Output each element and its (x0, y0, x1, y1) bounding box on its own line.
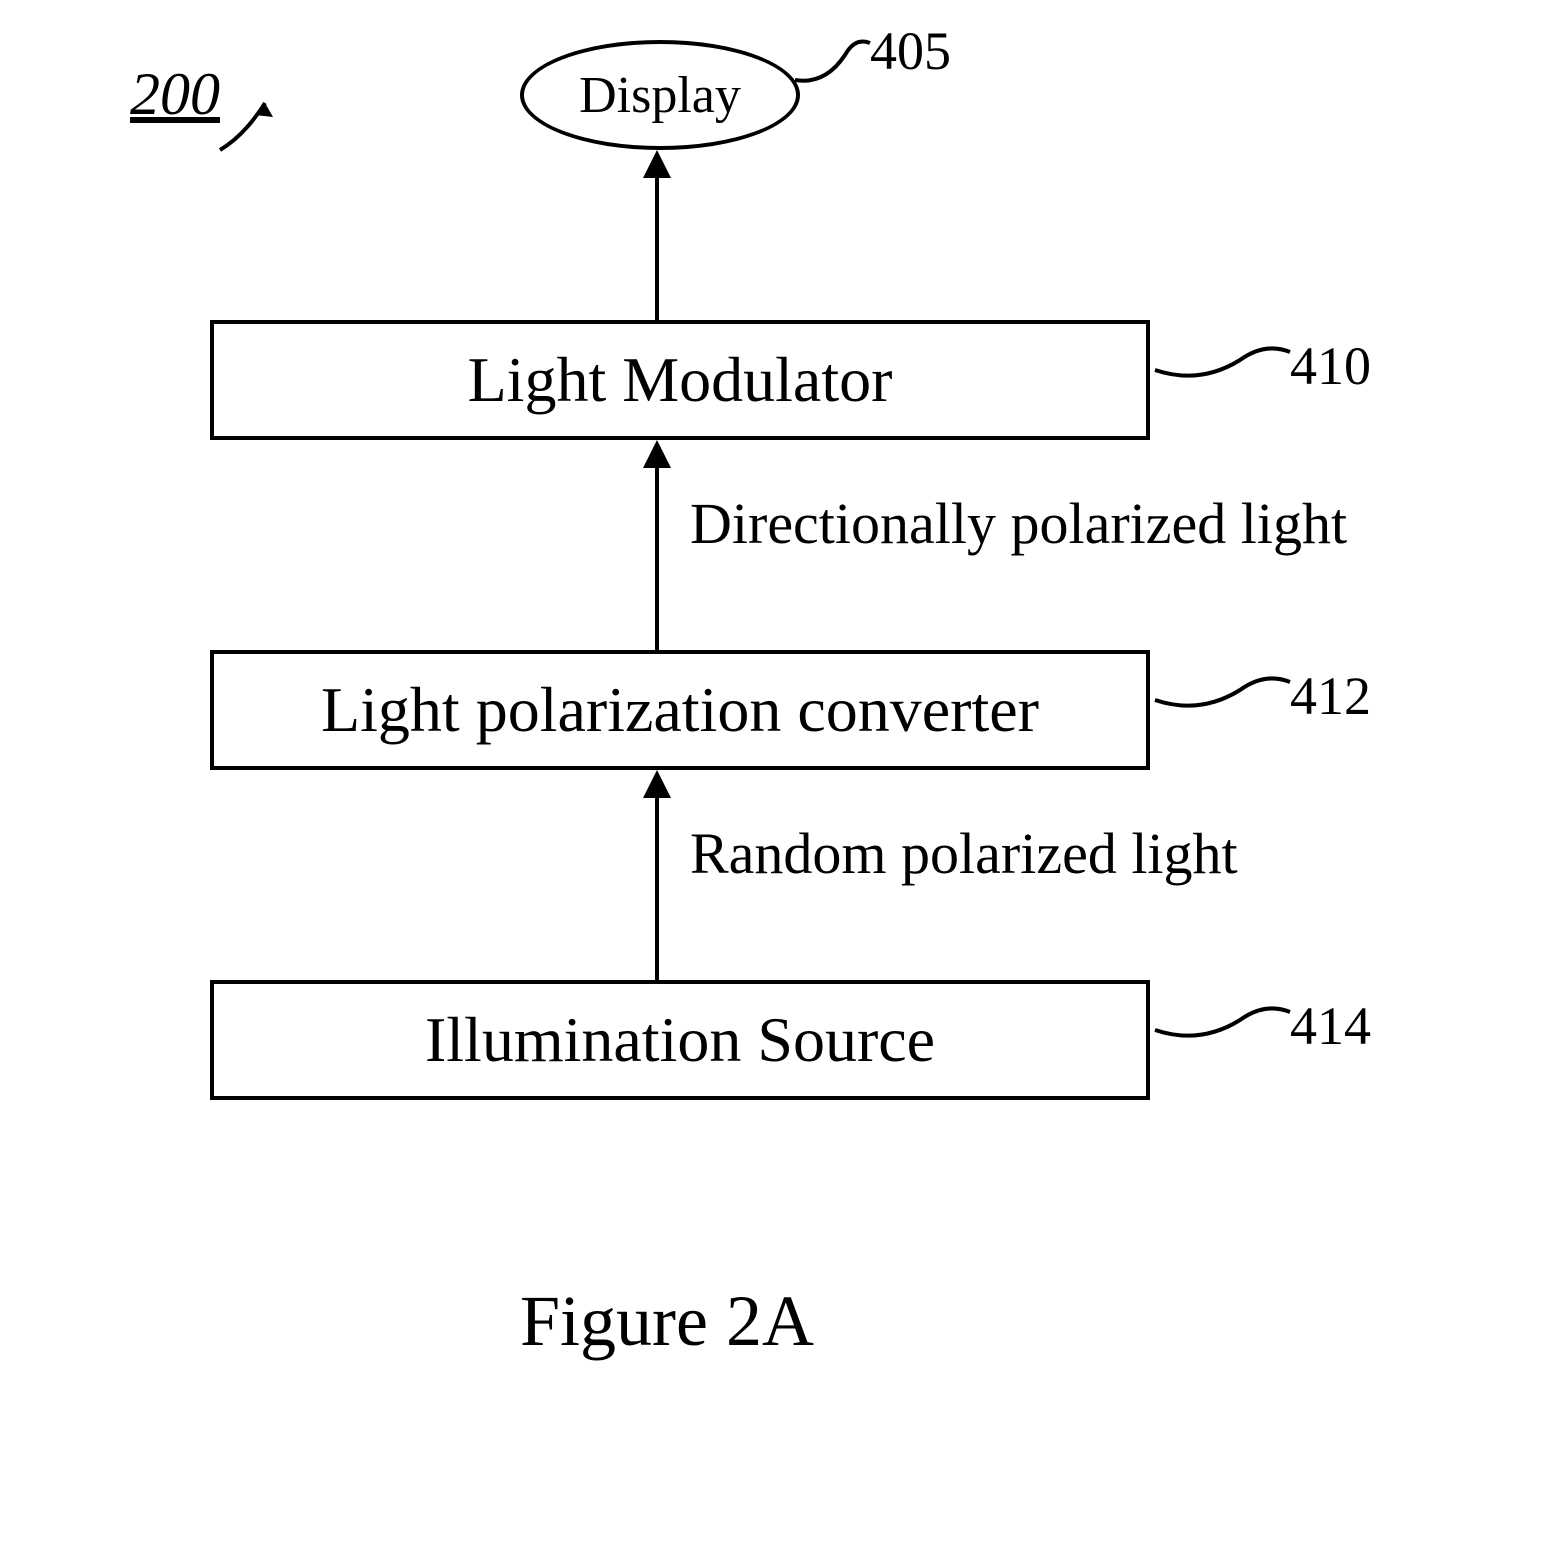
source-leader (1150, 990, 1300, 1060)
display-ellipse: Display (520, 40, 800, 150)
arrow-head-to-modulator (643, 440, 671, 468)
display-leader (790, 25, 880, 95)
light-modulator-text: Light Modulator (468, 348, 893, 412)
diagram-number-text: 200 (130, 61, 220, 127)
converter-ref: 412 (1290, 665, 1371, 727)
light-modulator-box: Light Modulator (210, 320, 1150, 440)
figure-label-text: Figure 2A (520, 1281, 814, 1361)
figure-label: Figure 2A (520, 1280, 814, 1363)
display-ref-text: 405 (870, 21, 951, 81)
random-light-label: Random polarized light (690, 820, 1238, 887)
arrow-to-display (655, 178, 659, 320)
modulator-ref: 410 (1290, 335, 1371, 397)
source-ref-text: 414 (1290, 996, 1371, 1056)
arrow-head-to-converter (643, 770, 671, 798)
arrow-to-modulator (655, 468, 659, 650)
diagram-canvas: 200 Display 405 Light Modulator 410 Dire… (0, 0, 1549, 1561)
arrow-to-converter (655, 798, 659, 980)
modulator-ref-text: 410 (1290, 336, 1371, 396)
illumination-source-box: Illumination Source (210, 980, 1150, 1100)
random-light-text: Random polarized light (690, 821, 1238, 886)
diagram-number: 200 (130, 60, 220, 129)
polarization-converter-text: Light polarization converter (321, 678, 1039, 742)
display-text: Display (579, 66, 741, 125)
illumination-source-text: Illumination Source (425, 1008, 935, 1072)
modulator-leader (1150, 330, 1300, 400)
converter-ref-text: 412 (1290, 666, 1371, 726)
source-ref: 414 (1290, 995, 1371, 1057)
directional-light-label: Directionally polarized light (690, 490, 1347, 557)
display-ref: 405 (870, 20, 951, 82)
diagram-number-arc (215, 95, 285, 165)
arrow-head-to-display (643, 150, 671, 178)
directional-light-text: Directionally polarized light (690, 491, 1347, 556)
polarization-converter-box: Light polarization converter (210, 650, 1150, 770)
converter-leader (1150, 660, 1300, 730)
